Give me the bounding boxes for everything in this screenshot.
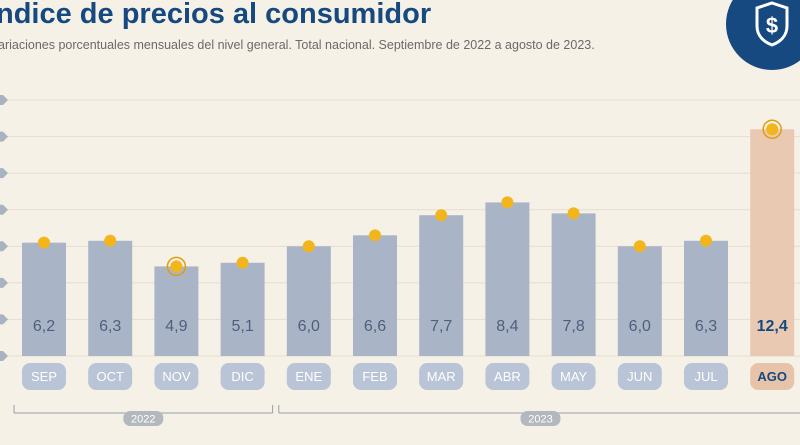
x-tick-label: ENE [295,369,322,384]
year-label: 2022 [131,414,155,426]
x-tick-label: DIC [231,369,253,384]
data-point [302,240,315,253]
y-axis-tick [0,351,8,361]
bar [353,235,397,356]
data-point [170,260,183,273]
data-point [633,240,646,253]
chart-title: ndice de precios al consumidor [0,0,432,30]
y-axis-tick [0,95,8,105]
bar [551,213,596,356]
data-label: 5,1 [231,318,253,335]
data-point [567,207,580,220]
data-label: 8,4 [496,318,518,335]
data-label: 12,4 [757,318,788,335]
x-tick-label: OCT [96,369,124,384]
x-tick-label: MAR [427,369,456,384]
data-label: 6,0 [629,318,651,335]
chart-subtitle: ariaciones porcentuales mensuales del ni… [0,38,595,52]
y-axis-tick [0,314,8,325]
marker-ring [762,119,782,140]
x-tick-label: NOV [162,369,191,384]
data-label: 7,8 [562,318,584,335]
bar [485,202,530,356]
bar [220,262,265,356]
x-tick-label: ABR [494,369,521,384]
x-tick-badge [617,363,662,390]
bar [22,242,66,356]
x-tick-badge [220,363,265,390]
y-axis-tick [0,204,8,215]
marker-ring [166,256,187,277]
data-point [766,123,779,136]
x-tick-badge [551,363,596,390]
x-tick-label: FEB [362,369,387,384]
data-point [38,236,50,249]
data-point [369,229,381,242]
data-point [700,234,712,247]
x-tick-badge [750,363,795,390]
data-label: 6,3 [99,318,121,335]
bar [88,240,133,356]
data-point [501,196,514,209]
data-label: 4,9 [165,318,187,335]
data-label: 6,3 [695,318,717,335]
y-axis-tick [0,241,8,252]
x-tick-label: JUN [627,369,652,384]
y-axis-tick [0,277,8,288]
year-badge [520,411,561,426]
y-axis-tick [0,168,8,179]
y-axis-tick [0,131,8,142]
bar [154,266,199,356]
x-tick-badge [485,363,530,390]
data-point [104,234,117,247]
data-label: 6,2 [33,318,55,335]
x-tick-badge [419,363,464,390]
bar [286,246,331,356]
x-tick-badge [353,363,397,390]
x-tick-label: AGO [757,369,787,384]
x-tick-badge [286,363,331,390]
data-point [435,209,448,222]
x-tick-badge [88,363,133,390]
data-label: 6,6 [364,318,386,335]
x-tick-label: MAY [560,369,588,384]
x-tick-label: SEP [31,369,57,384]
bar [684,240,728,356]
year-label: 2023 [528,414,552,426]
svg-text:$: $ [766,13,778,38]
bar [419,215,464,356]
x-tick-label: JUL [694,369,717,384]
bar [617,246,662,356]
bar [750,129,795,356]
data-label: 7,7 [430,318,452,335]
x-tick-badge [684,363,728,390]
year-badge [123,411,164,426]
data-point [236,256,249,269]
x-tick-badge [154,363,199,390]
x-tick-badge [22,363,66,390]
dollar-shield-icon: $ [755,1,789,47]
data-label: 6,0 [298,318,320,335]
